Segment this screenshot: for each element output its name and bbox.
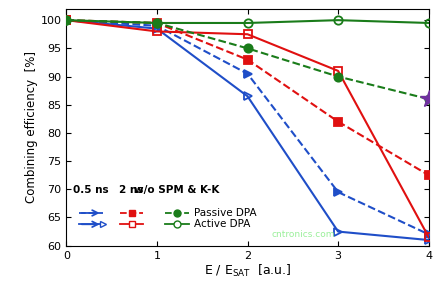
Text: 2 ns: 2 ns: [119, 185, 144, 195]
Text: w/o SPM & K-K: w/o SPM & K-K: [134, 185, 220, 195]
X-axis label: E / E$_{\mathregular{SAT}}$  [a.u.]: E / E$_{\mathregular{SAT}}$ [a.u.]: [204, 263, 291, 279]
Text: 0.5 ns: 0.5 ns: [73, 185, 109, 195]
Text: Passive DPA: Passive DPA: [194, 208, 257, 218]
Text: Active DPA: Active DPA: [194, 219, 251, 229]
Text: cntronics.com: cntronics.com: [271, 230, 335, 239]
Y-axis label: Combining efficiency  [%]: Combining efficiency [%]: [25, 51, 38, 203]
